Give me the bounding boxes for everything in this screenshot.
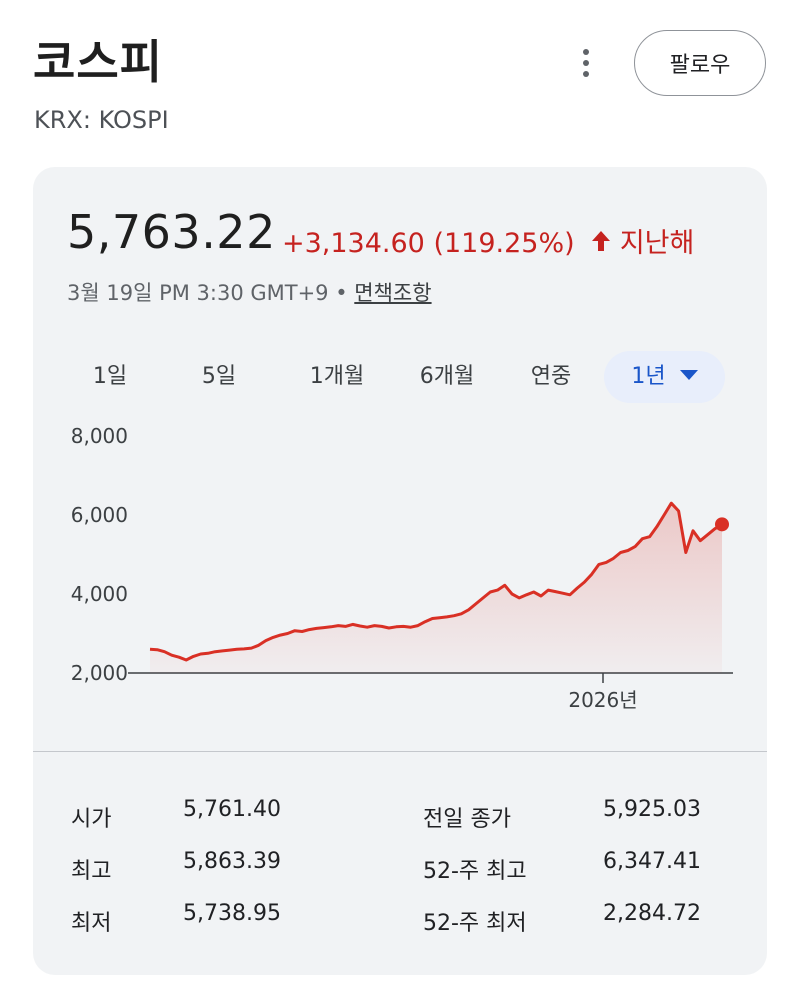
stat-open-label: 시가 — [71, 807, 112, 832]
more-dot — [583, 60, 589, 66]
arrow-up-icon — [591, 228, 611, 259]
stat-52w-low-value: 2,284.72 — [603, 901, 701, 926]
price-change: +3,134.60 (119.25%) 지난해 — [282, 221, 694, 260]
stat-open-value: 5,761.40 — [183, 797, 281, 822]
divider — [33, 751, 767, 752]
price-line — [149, 501, 723, 662]
last-price-marker — [715, 517, 729, 532]
stat-low-value: 5,738.95 — [183, 901, 281, 926]
stat-prev-close-value: 5,925.03 — [603, 797, 701, 822]
more-dot — [583, 71, 589, 77]
tab-ytd[interactable]: 연중 — [513, 351, 589, 403]
y-tick-label: 8,000 — [71, 424, 128, 448]
stat-low-label: 최저 — [71, 911, 112, 936]
tab-5d[interactable]: 5일 — [183, 351, 255, 403]
tab-label: 1년 — [631, 364, 666, 389]
caret-down-icon — [679, 370, 698, 380]
follow-button[interactable]: 팔로우 — [634, 30, 766, 96]
tab-label: 5일 — [201, 364, 237, 389]
y-tick-label: 6,000 — [71, 503, 128, 527]
quote-header: 코스피 KRX: KOSPI 팔로우 — [0, 0, 800, 150]
y-tick-label: 2,000 — [71, 661, 128, 685]
range-tabs: 1일 5일 1개월 6개월 연중 1년 — [33, 351, 767, 403]
tab-label: 6개월 — [419, 364, 475, 389]
stat-52w-low-label: 52-주 최저 — [423, 911, 527, 936]
more-dot — [583, 49, 589, 55]
quote-meta: 3월 19일 PM 3:30 GMT+9 • 면책조항 — [67, 277, 432, 307]
stat-high-value: 5,863.39 — [183, 849, 281, 874]
tab-1m[interactable]: 1개월 — [289, 351, 385, 403]
disclaimer-link[interactable]: 면책조항 — [354, 281, 432, 305]
price-chart[interactable]: 8,000 6,000 4,000 2,000 2026년 — [33, 415, 767, 725]
stat-prev-close-label: 전일 종가 — [423, 807, 511, 832]
current-price: 5,763.22 — [67, 205, 276, 259]
stat-52w-high-label: 52-주 최고 — [423, 859, 527, 884]
timestamp: 3월 19일 PM 3:30 GMT+9 • — [67, 281, 348, 305]
quote-card: 5,763.22 +3,134.60 (119.25%) 지난해 3월 19일 … — [33, 167, 767, 975]
stat-52w-high-value: 6,347.41 — [603, 849, 701, 874]
y-tick-label: 4,000 — [71, 582, 128, 606]
change-value: +3,134.60 (119.25%) — [282, 228, 575, 259]
tab-label: 연중 — [530, 364, 572, 389]
stat-high-label: 최고 — [71, 859, 112, 884]
change-period: 지난해 — [619, 228, 695, 259]
tab-6m[interactable]: 6개월 — [399, 351, 495, 403]
area-fill — [150, 503, 722, 673]
ticker-symbol: KRX: KOSPI — [34, 106, 169, 134]
more-vert-icon[interactable] — [566, 40, 606, 86]
tab-1d[interactable]: 1일 — [75, 351, 145, 403]
x-tick-label: 2026년 — [568, 688, 637, 712]
tab-label: 1개월 — [309, 364, 365, 389]
chart-svg: 8,000 6,000 4,000 2,000 2026년 — [71, 424, 733, 712]
tab-1y[interactable]: 1년 — [604, 351, 725, 403]
page-title: 코스피 — [33, 35, 163, 89]
tab-label: 1일 — [92, 364, 128, 389]
